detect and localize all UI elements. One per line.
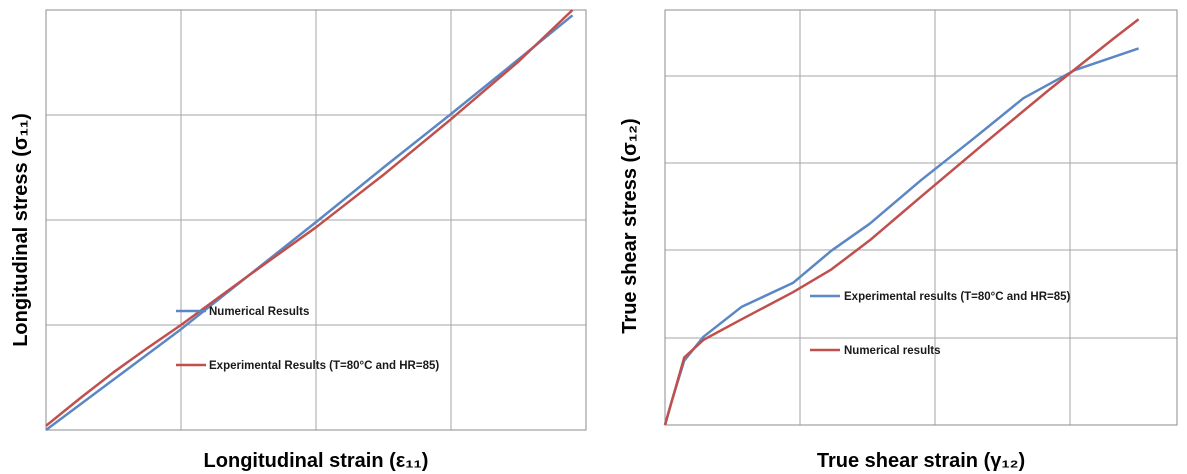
chart-shear: Experimental results (T=80°C and HR=85) … — [619, 9, 1178, 472]
legend-label-numerical: Numerical Results — [209, 306, 309, 318]
x-axis-title: True shear strain (γ₁₂) — [817, 450, 1025, 472]
chart-longitudinal: Numerical Results Experimental Results (… — [10, 9, 587, 472]
series-line-numerical — [45, 14, 574, 432]
series-lines — [45, 9, 574, 432]
y-axis-title: True shear stress (σ₁₂) — [619, 118, 641, 333]
series-line-numerical — [663, 18, 1140, 426]
plot-frame — [664, 9, 1178, 426]
plot-frame — [45, 9, 587, 431]
legend-label-experimental: Experimental results (T=80°C and HR=85) — [844, 291, 1071, 303]
y-axis-title: Longitudinal stress (σ₁₁) — [10, 113, 32, 347]
series-line-experimental — [45, 9, 574, 427]
legend-label-experimental: Experimental Results (T=80°C and HR=85) — [209, 360, 439, 372]
x-axis-title: Longitudinal strain (ε₁₁) — [204, 450, 429, 472]
series-lines — [663, 18, 1140, 426]
legend-label-numerical: Numerical results — [844, 345, 941, 357]
series-line-experimental — [663, 47, 1140, 426]
